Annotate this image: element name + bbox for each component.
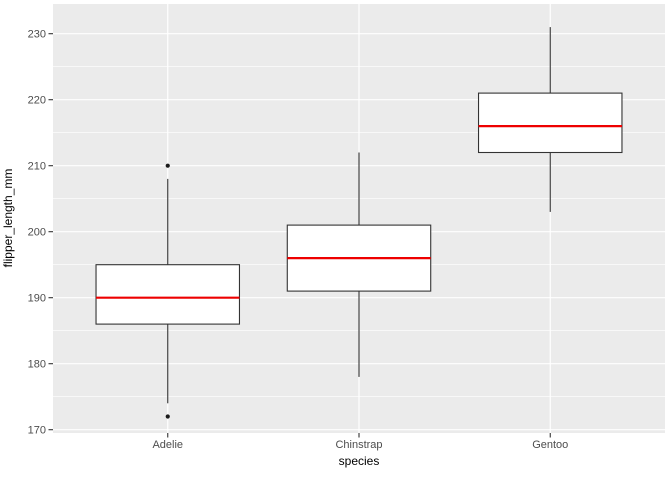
outlier-point <box>165 414 170 419</box>
x-tick-label: Gentoo <box>532 439 568 451</box>
y-tick-label: 190 <box>28 293 46 305</box>
y-tick-label: 220 <box>28 95 46 107</box>
y-axis-title: flipper_length_mm <box>1 169 15 268</box>
outlier-point <box>165 163 170 168</box>
plot-layer: 170 180 190 200 210 220 230 Adelie Chinstrap Gent… <box>28 4 665 451</box>
y-tick-label: 200 <box>28 227 46 239</box>
y-tick-label: 170 <box>28 425 46 437</box>
iqr-box <box>95 264 241 325</box>
y-tick-label: 210 <box>28 161 46 173</box>
box-adelie <box>95 163 241 419</box>
box-chinstrap <box>286 152 432 377</box>
box-gentoo <box>477 27 623 212</box>
x-axis-title: species <box>339 454 380 468</box>
y-tick-label: 180 <box>28 359 46 371</box>
x-tick-label: Adelie <box>152 439 183 451</box>
x-tick-label: Chinstrap <box>335 439 382 451</box>
y-tick-label: 230 <box>28 29 46 41</box>
iqr-box <box>477 92 623 154</box>
